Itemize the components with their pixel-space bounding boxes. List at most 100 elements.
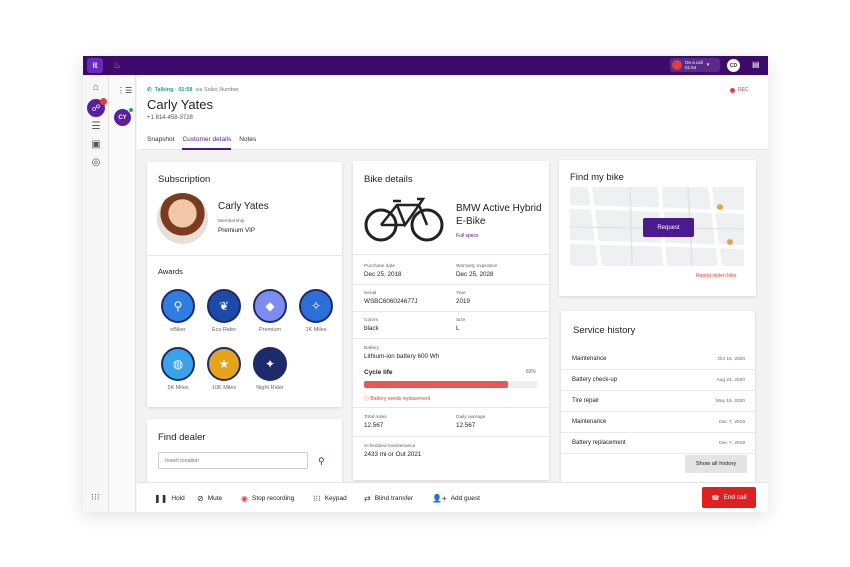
award-item[interactable]: ❦ Eco Rider — [206, 289, 242, 333]
bike-details-card: Bike details BMW Active Hybrid E-Bike Fu… — [353, 161, 549, 480]
service-history-title: Service history — [573, 325, 636, 336]
award-item[interactable]: ◍ 5K Miles — [160, 347, 196, 391]
award-label: Night Rider — [256, 385, 284, 391]
phone-icon: ✆ — [147, 87, 152, 93]
full-specs-link[interactable]: Full specs — [456, 233, 479, 239]
hold-label: Hold — [171, 495, 185, 502]
blind-transfer-label: Blind transfer — [374, 495, 413, 502]
find-my-bike-card: Find my bike Request Report stolen bike — [559, 160, 756, 296]
end-call-label: End call — [723, 494, 747, 501]
award-item[interactable]: ⚲ eBiker — [160, 289, 196, 333]
customer-photo — [157, 193, 208, 244]
membership-label: Membership — [218, 219, 245, 224]
membership-value: Premium VIP — [218, 227, 256, 234]
service-row[interactable]: Maintenance Oct 16, 2020 — [561, 349, 755, 370]
award-item[interactable]: ✦ Night Rider — [252, 347, 288, 391]
award-item[interactable]: ✧ 1K Miles — [298, 289, 334, 333]
recording-indicator: REC — [730, 87, 749, 93]
service-date: Dec 7, 2019 — [719, 420, 745, 425]
bike-icon: ⚲ — [161, 289, 195, 323]
purchase-date-value: Dec 25, 2018 — [364, 271, 402, 278]
top-bar: it ♨ On a call 01:54 ▾ CD ▤ — [83, 56, 768, 75]
service-date: Dec 7, 2019 — [719, 441, 745, 446]
map[interactable]: Request — [570, 187, 744, 266]
stop-recording-button[interactable]: ◉ Stop recording — [241, 494, 294, 503]
service-row[interactable]: Battery check-up Aug 24, 2020 — [561, 370, 755, 391]
user-avatar[interactable]: CD — [727, 59, 740, 72]
pause-icon: ❚❚ — [154, 494, 168, 503]
mute-label: Mute — [207, 495, 223, 502]
apps-grid-icon[interactable]: ⁝⁝⁝ — [91, 492, 100, 502]
service-row[interactable]: Battery replacement Dec 7, 2019 — [561, 433, 755, 454]
mic-off-icon: ⊘ — [197, 494, 204, 503]
globe-icon: ◍ — [161, 347, 195, 381]
stars-icon: ✦ — [253, 347, 287, 381]
find-dealer-card: Find dealer ⚲ — [147, 419, 342, 485]
show-all-history-button[interactable]: Show all history — [685, 455, 747, 473]
daily-average-label: Daily average — [456, 415, 486, 420]
award-item[interactable]: ★ 10K Miles — [206, 347, 242, 391]
battery-value: Lithium-ion battery 600 Wh — [364, 353, 440, 360]
app-window: it ♨ On a call 01:54 ▾ CD ▤ ⌂ ☍ ☰ ▣ ◎ ⋮☰… — [83, 56, 768, 512]
size-label: Size — [456, 318, 466, 323]
year-label: Year — [456, 291, 466, 296]
award-label: eBiker — [170, 327, 186, 333]
notification-badge — [100, 98, 107, 105]
online-status-icon — [128, 107, 134, 113]
keypad-button[interactable]: ⁝⁝⁝ Keypad — [313, 494, 347, 503]
location-input[interactable] — [158, 452, 308, 469]
voicemail-icon[interactable]: ◎ — [91, 157, 101, 168]
serial-value: WSBC606024677J — [364, 298, 418, 305]
award-item[interactable]: ◆ Premium — [252, 289, 288, 333]
colors-label: Colors — [364, 318, 378, 323]
nav-rail: ⌂ ☍ ☰ ▣ ◎ — [83, 75, 109, 512]
request-button[interactable]: Request — [643, 218, 694, 237]
chevron-down-icon: ▾ — [706, 62, 710, 68]
mute-button[interactable]: ⊘ Mute — [197, 494, 222, 503]
collapse-icon[interactable]: ⋮☰ — [117, 86, 133, 95]
on-call-indicator[interactable]: On a call 01:54 ▾ — [670, 58, 720, 72]
award-label: Premium — [258, 327, 281, 333]
warning-icon: ⓘ — [364, 396, 371, 402]
battery-warning: ⓘ Battery needs replacement — [364, 395, 430, 402]
add-person-icon: 👤+ — [432, 494, 447, 503]
hold-button[interactable]: ❚❚ Hold — [154, 494, 185, 503]
serial-label: Serial — [364, 291, 377, 296]
map-pin-icon[interactable]: ⚲ — [318, 456, 325, 466]
award-label: 10K Miles — [211, 385, 237, 391]
contacts-icon[interactable]: ▣ — [91, 139, 101, 150]
add-guest-button[interactable]: 👤+ Add guest — [432, 494, 480, 503]
service-history-card: Service history Maintenance Oct 16, 2020 B… — [561, 311, 755, 484]
report-stolen-link[interactable]: Report stolen bike — [696, 273, 737, 279]
tab-notes[interactable]: Notes — [239, 136, 257, 143]
end-call-button[interactable]: ☎ End call — [702, 487, 756, 508]
stop-recording-label: Stop recording — [251, 495, 295, 502]
service-name: Maintenance — [572, 419, 607, 425]
flame-icon[interactable]: ♨ — [112, 60, 122, 70]
award-label: 1K Miles — [305, 327, 327, 333]
call-status-icon — [672, 60, 682, 70]
hang-up-icon: ☎ — [711, 494, 720, 502]
divider — [353, 338, 549, 339]
service-row[interactable]: Maintenance Dec 7, 2019 — [561, 412, 755, 433]
home-icon[interactable]: ⌂ — [92, 82, 100, 93]
call-header: ✆ Talking · 01:58 via Sales Number Carly Y… — [137, 75, 768, 150]
app-logo[interactable]: it — [87, 58, 103, 73]
divider — [353, 284, 549, 285]
tab-snapshot[interactable]: Snapshot — [147, 136, 175, 143]
customer-phone: +1 814-458-3728 — [147, 115, 193, 121]
cycle-life-percent: 83% — [526, 369, 537, 375]
awards-title: Awards — [158, 267, 183, 276]
diamond-icon: ◆ — [253, 289, 287, 323]
panel-toggle-icon[interactable]: ▤ — [752, 60, 760, 69]
blind-transfer-button[interactable]: ⇄ Blind transfer — [364, 494, 413, 503]
caller-avatar[interactable]: CY — [114, 109, 131, 126]
list-icon[interactable]: ☰ — [91, 121, 101, 132]
service-row[interactable]: Tire repair May 19, 2020 — [561, 391, 755, 412]
size-value: L — [456, 325, 460, 332]
service-name: Battery replacement — [572, 440, 626, 446]
stop-record-icon: ◉ — [241, 494, 248, 503]
maintenance-value: 2433 mi or Out 2021 — [364, 451, 422, 458]
tab-customer-details[interactable]: Customer details — [182, 134, 232, 150]
call-controls-bar: ❚❚ Hold ⊘ Mute ◉ Stop recording ⁝⁝⁝ Keypad ⇄… — [137, 482, 768, 512]
